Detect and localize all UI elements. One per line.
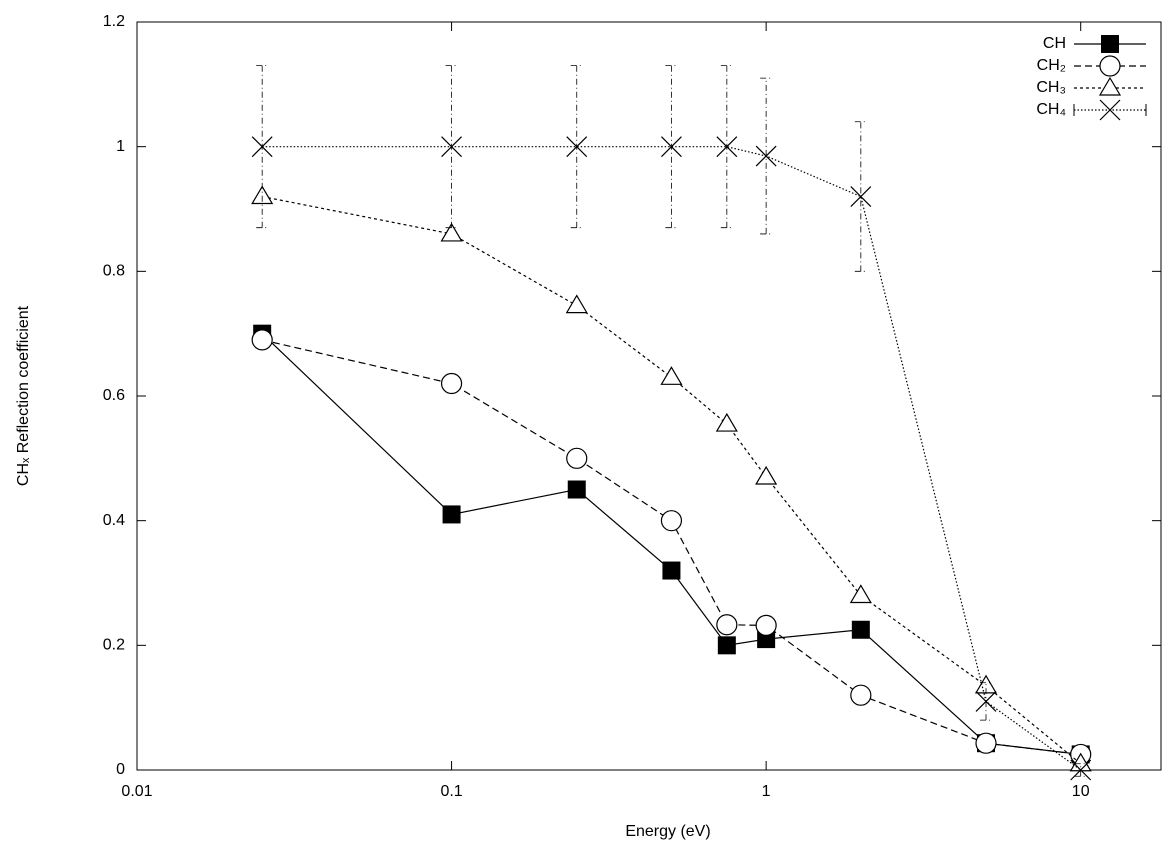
data-point (440, 222, 463, 242)
data-point (441, 136, 462, 158)
data-point (715, 412, 738, 432)
series-line (262, 195, 1082, 765)
data-point (975, 691, 997, 712)
legend-label: CH₄ (1036, 101, 1066, 118)
y-axis-label: CHₓ Reflection coefficient (15, 305, 32, 486)
data-point (442, 505, 461, 524)
data-point (662, 561, 681, 580)
data-point (566, 447, 588, 469)
data-point (251, 185, 274, 205)
legend-marker (1101, 35, 1119, 53)
data-point (567, 480, 586, 499)
series-line (261, 333, 1081, 756)
data-point (251, 136, 273, 158)
data-point (566, 136, 588, 158)
x-axis-label: Energy (eV) (625, 823, 710, 840)
data-point (660, 510, 683, 532)
x-tick-label: 0.01 (121, 783, 152, 800)
y-tick-label: 0.8 (103, 263, 125, 280)
data-point (565, 294, 588, 314)
data-point (755, 145, 777, 167)
data-point (716, 614, 738, 636)
legend-marker (1099, 99, 1121, 121)
legend-label: CH₃ (1036, 79, 1066, 96)
legend-marker (1099, 55, 1121, 77)
data-point (660, 366, 683, 385)
legend-errorbar (1073, 104, 1147, 116)
y-tick-label: 0.2 (103, 637, 125, 654)
y-tick-label: 0 (116, 761, 125, 778)
data-point (1070, 759, 1092, 781)
y-tick-label: 1.2 (103, 13, 125, 30)
y-tick-label: 0.4 (103, 512, 125, 529)
data-point (851, 620, 870, 639)
error-bar (1074, 763, 1087, 777)
plot-frame (136, 21, 1162, 771)
data-point (251, 329, 273, 351)
x-tick-label: 10 (1072, 783, 1090, 800)
error-bar (760, 77, 773, 235)
data-point (716, 136, 738, 158)
data-point (661, 136, 682, 158)
data-point (850, 684, 872, 706)
data-point (850, 186, 872, 207)
data-point (849, 584, 872, 604)
data-point (717, 636, 736, 655)
y-tick-label: 0.6 (103, 387, 125, 404)
y-tick-label: 1 (116, 138, 125, 155)
series-line (262, 146, 1082, 771)
legend-marker (1098, 76, 1122, 96)
data-point (755, 465, 778, 485)
legend-label: CH (1043, 35, 1066, 52)
x-tick-label: 0.1 (440, 783, 462, 800)
data-point (975, 732, 997, 754)
data-point (755, 614, 777, 636)
data-point (440, 372, 463, 395)
legend-label: CH₂ (1037, 57, 1066, 74)
series-line (262, 339, 1081, 756)
x-tick-label: 1 (762, 783, 771, 800)
